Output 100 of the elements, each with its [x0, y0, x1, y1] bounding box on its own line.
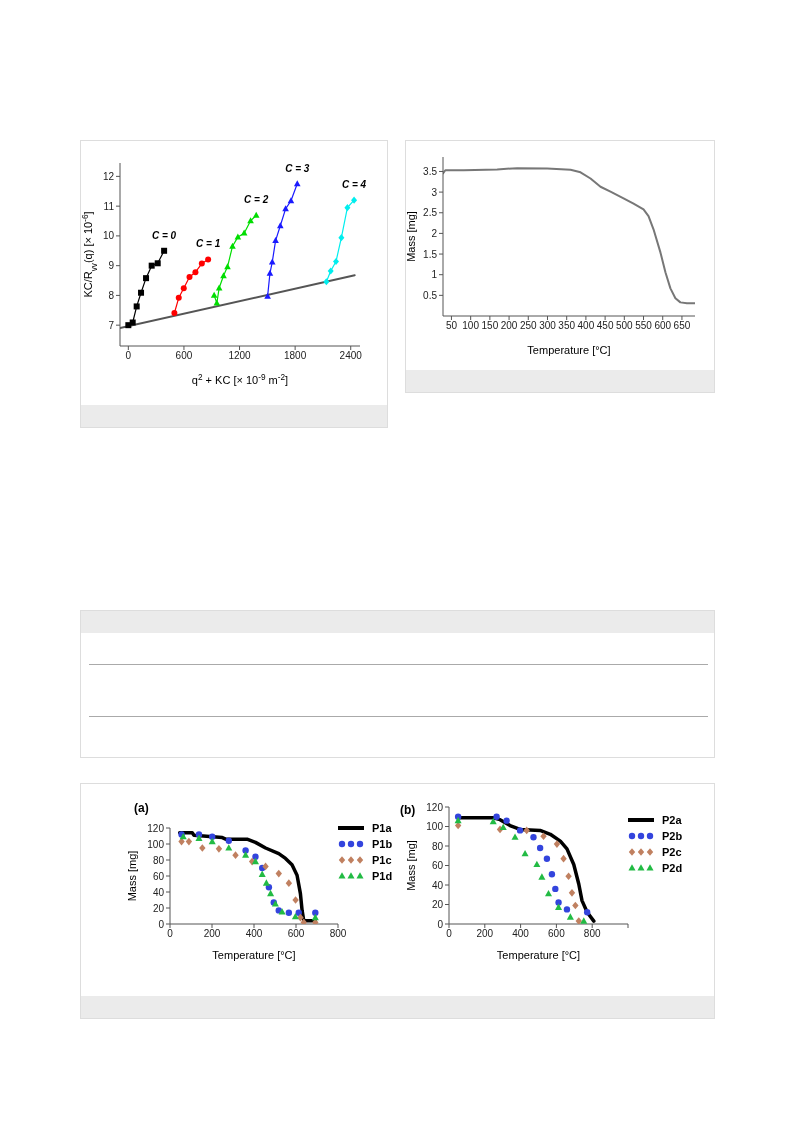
y-tick-label: 60: [431, 860, 444, 872]
point: [575, 917, 582, 924]
point: [300, 918, 307, 924]
legend-label: P1c: [372, 854, 392, 866]
point: [252, 853, 259, 860]
x-tick-label: 600: [175, 350, 193, 362]
point: [580, 917, 588, 924]
point: [555, 903, 563, 910]
point: [186, 273, 193, 280]
point: [530, 834, 537, 841]
x-tick-label: 0: [167, 928, 174, 940]
point: [566, 913, 574, 920]
point: [252, 211, 260, 218]
x-axis-title: q$^{2}$ + KC [× 10$^{-9}$ m$^{-2}$]: [191, 372, 289, 386]
y-tick-label: 40: [152, 886, 165, 898]
y-tick-label: 100: [147, 838, 165, 850]
y-tick-label: 80: [431, 840, 444, 852]
point: [583, 909, 591, 916]
y-axis-title: Mass [mg]: [405, 840, 417, 891]
point: [264, 292, 271, 299]
y-tick-label: 0: [437, 918, 444, 930]
point: [277, 222, 284, 229]
point: [548, 871, 556, 878]
x-tick-label: 600: [654, 320, 672, 332]
point: [225, 844, 233, 851]
point: [232, 851, 239, 860]
point: [511, 833, 519, 840]
y-tick-label: 9: [108, 260, 115, 272]
point: [293, 180, 301, 187]
legend-label: P2c: [662, 846, 682, 858]
x-axis-title: Temperature [°C]: [212, 949, 296, 961]
point: [266, 269, 274, 276]
point: [180, 285, 187, 292]
point: [240, 229, 248, 236]
y-tick-label: 2: [431, 227, 438, 239]
point: [215, 844, 223, 853]
y-tick-label: 0: [158, 918, 165, 930]
point: [210, 291, 218, 298]
point: [327, 267, 334, 275]
point: [175, 294, 182, 301]
series-label: C = 3: [285, 162, 310, 174]
y-tick-label: 1.5: [423, 248, 438, 260]
y-tick-label: 120: [426, 801, 444, 813]
x-tick-label: 100: [462, 320, 480, 332]
point: [552, 885, 559, 893]
x-tick-label: 400: [512, 928, 530, 940]
x-tick-label: 400: [577, 320, 595, 332]
point: [213, 299, 221, 306]
y-tick-label: 120: [147, 822, 165, 834]
point: [267, 889, 275, 897]
point: [171, 309, 178, 316]
x-tick-label: 0: [446, 928, 453, 940]
point: [242, 851, 250, 858]
x-tick-label: 600: [548, 928, 566, 940]
x-tick-label: 200: [500, 320, 518, 332]
x-tick-label: 450: [596, 320, 614, 332]
point: [220, 272, 227, 279]
point: [536, 844, 544, 852]
point: [154, 260, 161, 267]
point: [224, 263, 231, 270]
point: [185, 837, 193, 846]
point: [560, 854, 567, 863]
x-tick-label: 650: [673, 320, 691, 332]
point: [133, 303, 140, 310]
y-tick-label: 1: [431, 269, 438, 281]
point: [129, 319, 136, 326]
point: [125, 322, 132, 329]
y-tick-label: 40: [431, 879, 444, 891]
y-tick-label: 20: [152, 902, 165, 914]
point: [516, 827, 524, 834]
x-tick-label: 500: [615, 320, 634, 332]
point: [285, 909, 293, 916]
point: [351, 196, 358, 204]
point: [291, 912, 299, 920]
point: [282, 205, 289, 212]
x-tick-label: 400: [245, 928, 263, 940]
point: [209, 833, 216, 840]
chart-title: (b): [400, 803, 416, 817]
point: [565, 872, 572, 881]
point: [205, 256, 212, 263]
point: [489, 817, 497, 825]
y-tick-label: 11: [103, 200, 115, 212]
y-tick-label: 0.5: [423, 289, 438, 301]
x-tick-label: 600: [287, 928, 305, 940]
y-tick-label: 60: [152, 870, 165, 882]
series-label: C = 2: [244, 194, 269, 206]
point: [572, 901, 579, 910]
x-tick-label: 300: [539, 320, 557, 332]
x-tick-label: 1200: [228, 350, 252, 362]
y-axis-title: Mass [mg]: [405, 211, 417, 262]
legend-label: P2a: [662, 814, 682, 826]
x-tick-label: 350: [558, 320, 576, 332]
point: [143, 275, 150, 282]
y-axis-title: Mass [mg]: [126, 850, 138, 902]
y-tick-label: 100: [426, 821, 444, 833]
x-axis-title: Temperature [°C]: [527, 344, 611, 356]
y-tick-label: 20: [431, 899, 444, 911]
point: [262, 879, 270, 886]
point: [344, 204, 351, 212]
point: [323, 278, 330, 286]
